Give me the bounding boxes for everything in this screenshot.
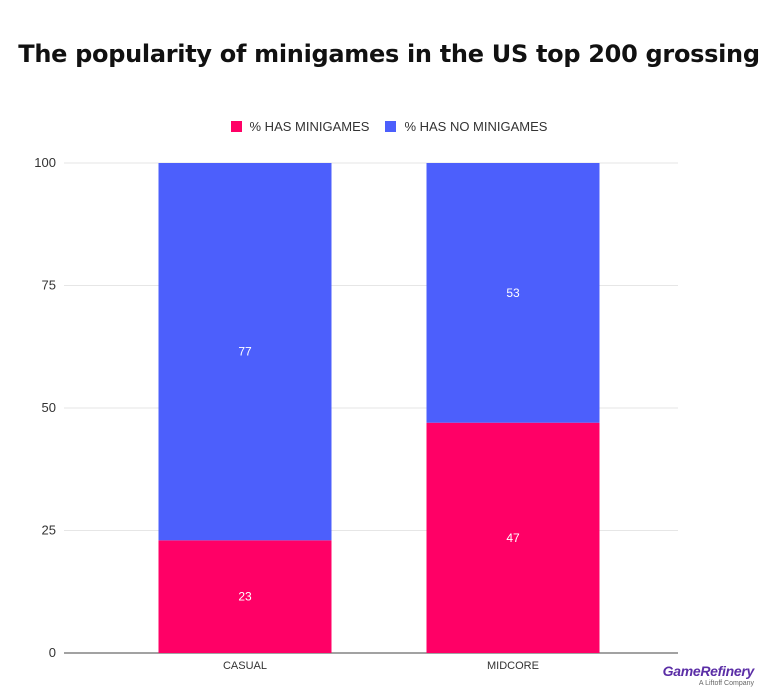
bar-segment: [426, 422, 600, 653]
x-category-label: CASUAL: [223, 660, 267, 672]
legend-label-has-minigames: % HAS MINIGAMES: [249, 119, 370, 134]
y-tick-label: 50: [42, 400, 56, 415]
y-tick-label: 75: [42, 278, 56, 293]
data-label: 23: [238, 590, 252, 604]
chart-title: The popularity of minigames in the US to…: [18, 40, 760, 68]
legend-swatch-has-no-minigames: [385, 121, 397, 132]
data-label: 47: [506, 531, 520, 545]
data-label: 77: [238, 345, 252, 359]
bar-segment: [158, 163, 332, 541]
legend-item-has-no-minigames: % HAS NO MINIGAMES: [385, 119, 547, 134]
logo-tagline: A Liftoff Company: [698, 680, 754, 687]
legend-swatch-has-minigames: [230, 121, 242, 132]
gamerefinery-logo: GameRefinery A Liftoff Company: [662, 663, 755, 688]
chart-legend: % HAS MINIGAMES % HAS NO MINIGAMES: [0, 119, 778, 134]
bar-segment: [158, 540, 332, 653]
data-label: 53: [506, 286, 520, 300]
y-tick-label: 100: [34, 155, 56, 170]
logo-name: GameRefinery: [662, 663, 755, 679]
legend-label-has-no-minigames: % HAS NO MINIGAMES: [404, 119, 548, 134]
y-tick-label: 0: [49, 645, 56, 660]
legend-item-has-minigames: % HAS MINIGAMES: [230, 119, 370, 134]
bar-segment: [426, 163, 600, 423]
y-tick-label: 25: [42, 523, 56, 538]
x-category-label: MIDCORE: [487, 660, 539, 672]
